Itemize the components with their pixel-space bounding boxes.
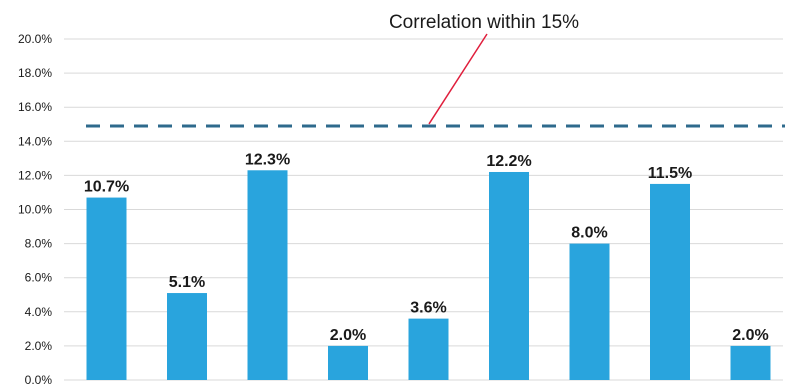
y-tick-label: 0.0%: [25, 373, 53, 387]
y-axis-tick-labels: 0.0% 2.0% 4.0% 6.0% 8.0% 10.0% 12.0% 14.0% 16.0%…: [18, 32, 52, 387]
bars: [86, 170, 771, 380]
y-tick-label: 12.0%: [18, 168, 52, 182]
annotation-pointer: [428, 33, 488, 125]
bar: [167, 293, 207, 380]
bar: [247, 170, 288, 380]
bar-data-label: 5.1%: [169, 274, 205, 291]
bar-data-labels: 10.7% 5.1% 12.3% 2.0% 3.6% 12.2% 8.0% 11.5% 2.0%: [84, 151, 769, 344]
y-tick-label: 14.0%: [18, 134, 52, 148]
y-tick-label: 16.0%: [18, 100, 52, 114]
y-tick-label: 18.0%: [18, 66, 52, 80]
bar-data-label: 3.6%: [410, 300, 446, 317]
bar-data-label: 2.0%: [732, 327, 768, 344]
bar-data-label: 2.0%: [330, 327, 366, 344]
bar-data-label: 12.3%: [245, 151, 290, 168]
y-tick-label: 10.0%: [18, 203, 52, 217]
bar: [489, 171, 529, 380]
bar: [730, 345, 771, 380]
bar: [650, 183, 690, 380]
reference-annotation: Correlation within 15%: [389, 12, 579, 33]
bar-data-label: 12.2%: [486, 153, 531, 170]
bar: [408, 318, 449, 380]
y-tick-label: 6.0%: [25, 271, 53, 285]
bar: [328, 345, 368, 380]
bar: [569, 243, 610, 380]
bar-data-label: 8.0%: [571, 225, 607, 242]
bar-data-label: 11.5%: [648, 165, 692, 182]
bar: [86, 197, 127, 380]
y-tick-label: 2.0%: [25, 339, 53, 353]
y-tick-label: 8.0%: [25, 237, 53, 251]
bar-data-label: 10.7%: [84, 179, 129, 196]
y-tick-label: 20.0%: [18, 32, 52, 46]
y-tick-label: 4.0%: [25, 305, 53, 319]
